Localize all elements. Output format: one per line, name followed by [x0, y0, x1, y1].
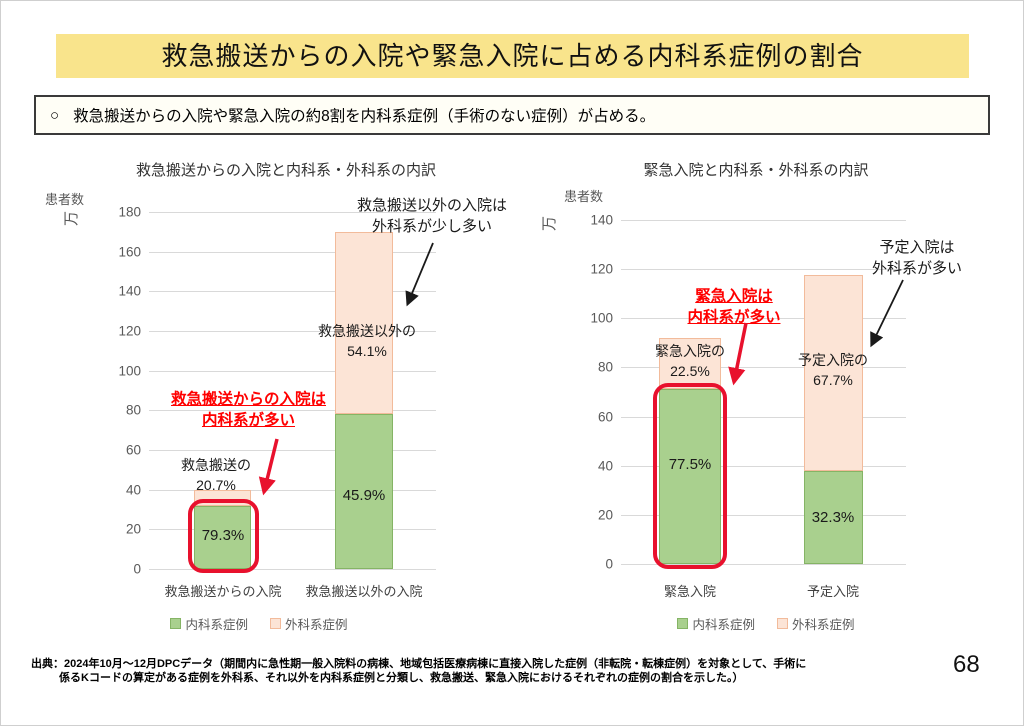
legend-swatch-surgical-icon [270, 618, 281, 629]
right-category-label-1: 緊急入院 [663, 584, 716, 599]
left-legend-medical-label: 内科系症例 [185, 618, 248, 632]
y-axis-tick: 100 [118, 363, 141, 379]
left-y-axis-label: 患者数 [45, 192, 85, 207]
left-bar2-naika-label: 45.9% [342, 487, 386, 504]
gridline [149, 450, 436, 451]
gridline [621, 564, 906, 565]
left-category-label-2: 救急搬送以外の入院 [305, 584, 423, 599]
y-axis-tick: 20 [125, 521, 141, 537]
gridline [149, 212, 436, 213]
y-axis-tick: 40 [597, 458, 613, 474]
gridline [149, 529, 436, 531]
bar-segment-medical [194, 506, 251, 569]
right-bar1-naika-label: 77.5% [668, 456, 712, 473]
right-highlight-rounded-rect [653, 383, 727, 569]
gridline [149, 251, 436, 253]
right-red-annotation: 緊急入院は 内科系が多い [687, 288, 781, 326]
left-chart-title: 救急搬送からの入院と内科系・外科系の内訳 [135, 162, 436, 179]
gridline [149, 489, 436, 491]
legend-swatch-medical-icon [170, 618, 182, 629]
legend-swatch-surgical-icon [777, 618, 788, 629]
gridline [149, 331, 436, 332]
right-y-axis-label: 患者数 [564, 189, 604, 204]
y-axis-tick: 160 [118, 244, 141, 260]
left-bar2-geka-label: 救急搬送以外の 54.1% [318, 323, 416, 359]
gridline [621, 269, 906, 271]
bar-segment-medical [804, 470, 863, 564]
page-number: 68 [953, 651, 980, 678]
left-category-label-1: 救急搬送からの入院 [164, 584, 282, 599]
left-red-annotation: 救急搬送からの入院は 内科系が多い [170, 391, 326, 429]
gridline [621, 367, 906, 369]
left-y-axis-unit: 万 [63, 210, 81, 227]
y-axis-tick: 180 [118, 204, 141, 220]
right-black-annotation: 予定入院は 外科系が多い [871, 239, 962, 277]
right-plot-area: 0 20 40 60 80 100 120 140 [590, 213, 906, 572]
right-legend-surgical-label: 外科系症例 [792, 618, 855, 632]
bar-segment-medical [335, 414, 393, 569]
source-note-line1: 出典：2024年10月～12月DPCデータ（期間内に急性期一般入院料の病棟、地域… [31, 658, 807, 670]
source-note-line2: 係るKコードの算定がある症例を外科系、それ以外を内科系症例と分類し、救急搬送、緊… [59, 672, 744, 684]
left-bar1-naika-label: 79.3% [201, 527, 245, 544]
y-axis-tick: 140 [118, 283, 141, 299]
summary-box: ○ 救急搬送からの入院や緊急入院の約8割を内科系症例（手術のない症例）が占める。 [34, 95, 990, 135]
left-legend-surgical-label: 外科系症例 [285, 618, 348, 632]
gridline [149, 291, 436, 293]
bar-segment-surgical [804, 275, 863, 471]
gridline [149, 370, 436, 372]
y-axis-tick: 60 [125, 442, 141, 458]
left-black-annotation: 救急搬送以外の入院は 外科系が少し多い [356, 197, 507, 235]
right-bar2-geka-label: 予定入院の 67.7% [798, 352, 868, 388]
right-chart-title: 緊急入院と内科系・外科系の内訳 [643, 162, 869, 179]
y-axis-tick: 80 [125, 402, 141, 418]
right-legend: 内科系症例 外科系症例 [656, 614, 876, 633]
summary-circle-bullet: ○ [50, 106, 60, 124]
bar-segment-medical [659, 388, 721, 564]
y-axis-tick: 140 [590, 212, 613, 228]
y-axis-tick: 0 [133, 561, 141, 577]
bar-segment-surgical [659, 337, 721, 389]
y-axis-tick: 100 [590, 310, 613, 326]
y-axis-tick: 40 [125, 482, 141, 498]
left-bar1-geka-label: 救急搬送の 20.7% [181, 457, 251, 493]
slide-title: 救急搬送からの入院や緊急入院に占める内科系症例の割合 [56, 34, 969, 78]
y-axis-tick: 80 [597, 359, 613, 375]
gridline [621, 318, 906, 320]
y-axis-tick: 20 [597, 507, 613, 523]
right-y-axis-unit: 万 [541, 215, 559, 232]
right-category-label-2: 予定入院 [806, 584, 859, 599]
gridline [621, 220, 906, 221]
right-bar1-geka-label: 緊急入院の 22.5% [655, 343, 725, 379]
right-bar2-naika-label: 32.3% [811, 509, 855, 526]
y-axis-tick: 120 [590, 261, 613, 277]
gridline [149, 569, 436, 570]
summary-text: 救急搬送からの入院や緊急入院の約8割を内科系症例（手術のない症例）が占める。 [73, 108, 656, 125]
y-axis-tick: 120 [118, 323, 141, 339]
right-legend-medical-label: 内科系症例 [692, 618, 755, 632]
left-legend: 内科系症例 外科系症例 [149, 614, 369, 633]
left-highlight-rounded-rect [188, 499, 259, 573]
gridline [149, 410, 436, 412]
gridline [621, 465, 906, 467]
y-axis-tick: 60 [597, 409, 613, 425]
gridline [621, 514, 906, 516]
y-axis-tick: 0 [605, 556, 613, 572]
bar-segment-surgical [335, 231, 393, 415]
legend-swatch-medical-icon [677, 618, 689, 629]
gridline [621, 416, 906, 418]
